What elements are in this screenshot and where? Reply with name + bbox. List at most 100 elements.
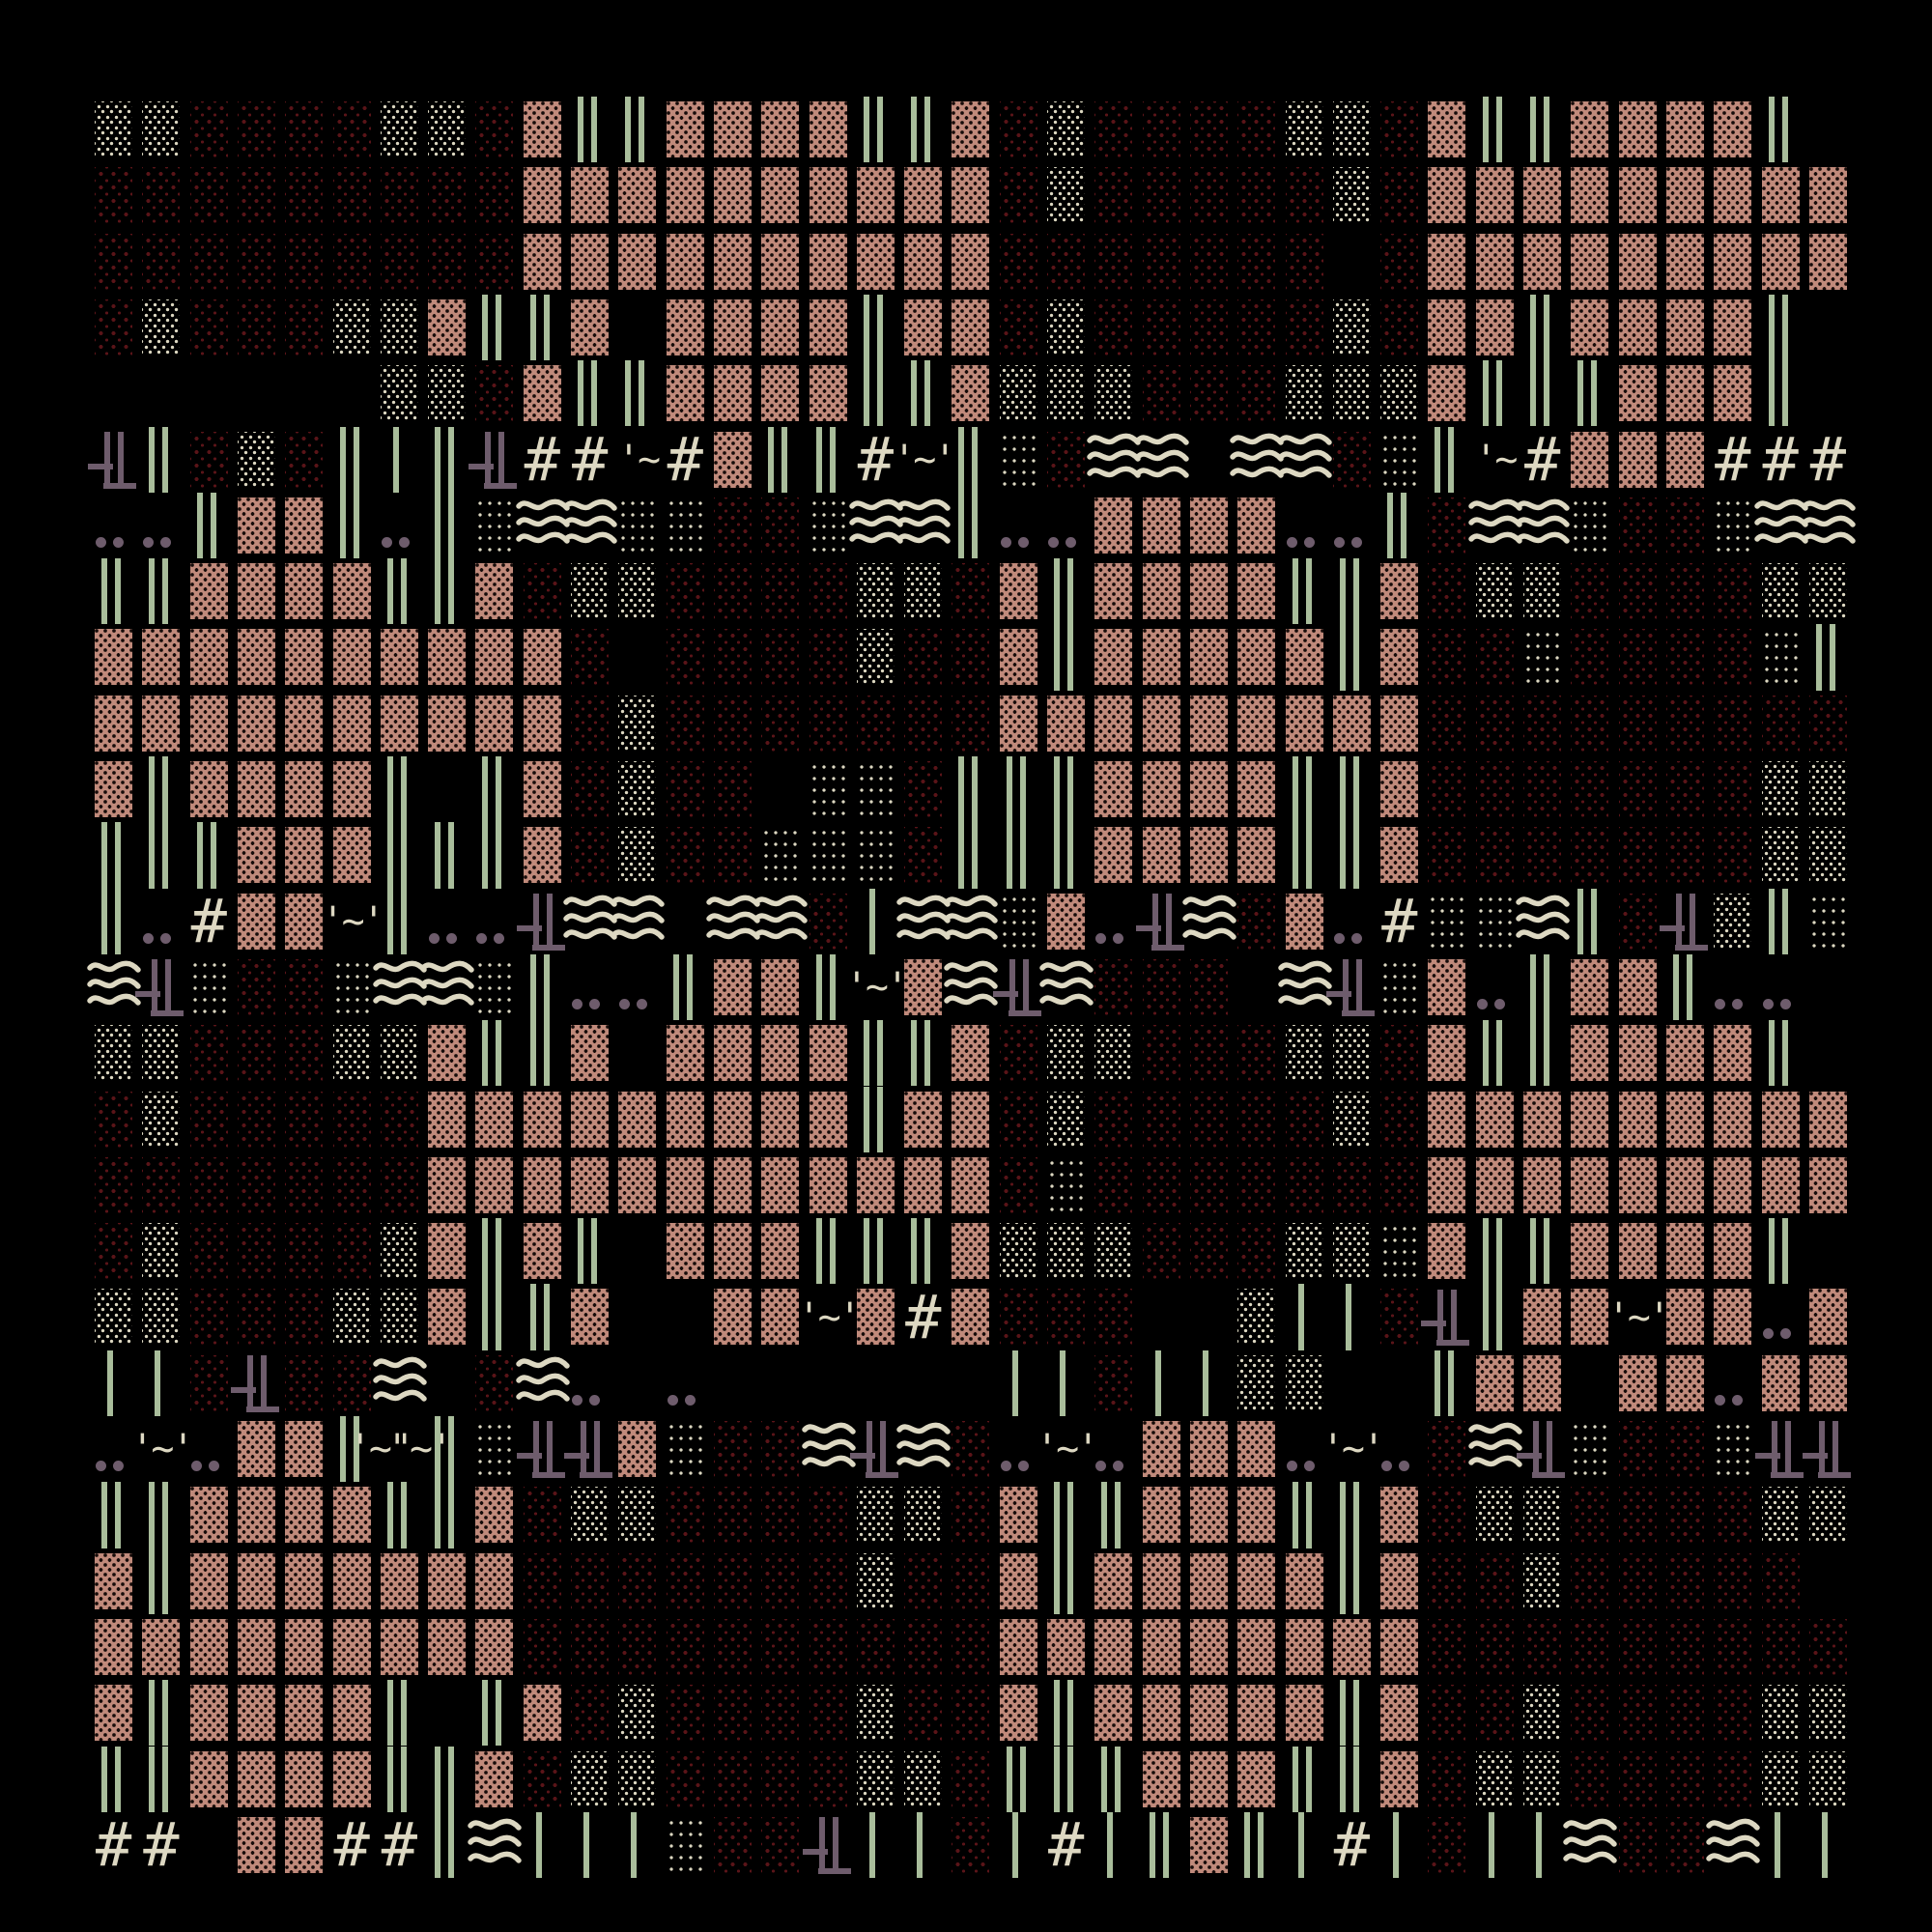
- cell-dense-shade-block-icon: [899, 229, 947, 295]
- cell-dense-shade-block-icon: [709, 954, 756, 1020]
- cell-dense-shade-block-icon: [1423, 1218, 1470, 1284]
- double-vertical-bar-icon: [386, 1746, 393, 1812]
- cell-dense-shade-block-icon: [233, 493, 280, 558]
- cell-medium-shade-block-icon: [1281, 97, 1328, 162]
- cell-medium-shade-block-icon: [1757, 1482, 1804, 1548]
- dense-shade-block-icon: [237, 1750, 275, 1807]
- dense-shade-block-icon: [1618, 1223, 1657, 1280]
- cell-light-shade-block-icon: [1281, 295, 1328, 360]
- cell-light-shade-block-icon: [376, 229, 423, 295]
- dense-shade-block-icon: [189, 629, 228, 686]
- dense-shade-block-icon: [1808, 233, 1847, 290]
- dense-shade-block-icon: [1714, 1156, 1752, 1213]
- dense-shade-block-icon: [189, 1685, 228, 1742]
- single-vertical-bar-icon: [1107, 1811, 1114, 1879]
- cell-dense-shade-block-icon: [1233, 822, 1280, 888]
- cell-two-dots-icon: [566, 1350, 613, 1416]
- medium-shade-block-icon: [856, 1685, 895, 1742]
- cell-dense-shade-block-icon: [1185, 1680, 1233, 1746]
- cell-dense-shade-block-icon: [709, 295, 756, 360]
- cell-dense-shade-block-icon: [470, 624, 518, 690]
- dense-shade-block-icon: [1189, 827, 1228, 884]
- double-cross-icon: [1818, 1421, 1825, 1477]
- dense-shade-block-icon: [428, 1091, 467, 1148]
- cell-light-shade-block-icon: [1614, 1680, 1662, 1746]
- double-cross-icon: [802, 1848, 828, 1855]
- cell-dense-shade-block-icon: [805, 1087, 852, 1152]
- double-cross-icon: [1675, 894, 1682, 950]
- cell-medium-shade-block-icon: [1804, 1680, 1852, 1746]
- light-shade-block-icon: [1332, 1156, 1371, 1213]
- cell-single-vertical-bar-icon: [566, 1811, 613, 1879]
- cell-dense-shade-block-icon: [1376, 1747, 1423, 1812]
- light-shade-block-icon: [95, 1223, 132, 1280]
- cell-double-vertical-bar-icon: [1281, 1482, 1328, 1548]
- dense-shade-block-icon: [523, 827, 561, 884]
- double-vertical-bar-icon: [482, 1020, 489, 1087]
- light-shade-block-icon: [1380, 958, 1419, 1015]
- cell-medium-shade-block-icon: [1233, 1350, 1280, 1416]
- medium-shade-block-icon: [1285, 1354, 1323, 1411]
- cell-dense-shade-block-icon: [90, 1680, 137, 1746]
- triple-wave-icon: [1134, 433, 1189, 478]
- cell-dense-shade-block-icon: [233, 1482, 280, 1548]
- cell-dense-shade-block-icon: [1471, 295, 1519, 360]
- cell-dense-shade-block-icon: [1566, 229, 1613, 295]
- light-shade-block-icon: [999, 101, 1037, 157]
- cell-double-vertical-bar-icon: [423, 822, 470, 889]
- double-vertical-bar-icon: [149, 1548, 156, 1614]
- cell-light-shade-block-icon: [709, 822, 756, 888]
- dense-shade-block-icon: [618, 1091, 657, 1148]
- cell-double-cross-icon: [1802, 1416, 1852, 1482]
- cell-medium-shade-block-icon: [1757, 558, 1804, 624]
- light-shade-block-icon: [1475, 1552, 1514, 1609]
- triple-wave-icon: [1182, 895, 1236, 940]
- light-shade-block-icon: [1142, 298, 1180, 355]
- cell-double-vertical-bar-icon: [1757, 97, 1804, 163]
- cell-dense-shade-block-icon: [1185, 691, 1233, 756]
- cell-tilde-face-icon: '~': [893, 427, 956, 493]
- cell-double-vertical-bar-icon: [899, 97, 947, 163]
- double-cross-icon: [165, 959, 172, 1015]
- dense-shade-block-icon: [1618, 101, 1657, 157]
- dense-shade-block-icon: [1523, 1156, 1561, 1213]
- cell-double-vertical-bar-icon: [1328, 1746, 1376, 1812]
- light-shade-block-icon: [1665, 1618, 1704, 1675]
- double-vertical-bar-icon: [400, 822, 407, 889]
- cell-light-shade-block-icon: [1662, 558, 1709, 624]
- double-vertical-bar-icon: [1101, 1482, 1108, 1548]
- light-shade-block-icon: [856, 1618, 895, 1675]
- cell-light-shade-block-icon: [995, 1020, 1042, 1086]
- two-dots-icon: [1048, 536, 1059, 548]
- cell-light-shade-block-icon: [1138, 97, 1185, 162]
- double-vertical-bar-icon: [911, 360, 918, 427]
- cell-two-dots-icon: [137, 493, 185, 558]
- cell-dense-shade-block-icon: [470, 1152, 518, 1218]
- cell-two-dots-icon: [376, 493, 423, 558]
- cell-dense-shade-block-icon: [1185, 1812, 1233, 1878]
- light-shade-block-icon: [1618, 695, 1657, 752]
- double-vertical-bar-icon: [1339, 1548, 1346, 1614]
- cell-light-shade-block-icon: [1042, 1152, 1090, 1218]
- cell-hash-icon: #: [1519, 424, 1566, 495]
- double-cross-icon: [546, 894, 553, 950]
- cell-light-shade-block-icon: [756, 1747, 804, 1812]
- dense-shade-block-icon: [761, 1156, 800, 1213]
- single-vertical-bar-icon: [868, 1811, 875, 1879]
- cell-light-shade-block-icon: [1423, 624, 1470, 690]
- cell-dense-shade-block-icon: [1804, 162, 1852, 228]
- cell-light-shade-block-icon: [280, 1087, 327, 1152]
- light-shade-block-icon: [237, 101, 275, 157]
- double-vertical-bar-icon: [639, 360, 645, 427]
- double-cross-icon: [832, 1817, 838, 1873]
- cell-double-vertical-bar-icon: [899, 360, 947, 427]
- cell-light-shade-block-icon: [185, 1152, 233, 1218]
- cell-double-vertical-bar-icon: [1519, 953, 1566, 1021]
- cell-dense-shade-block-icon: [662, 1152, 709, 1218]
- cell-light-shade-block-icon: [1471, 1614, 1519, 1680]
- light-shade-block-icon: [1571, 1618, 1609, 1675]
- double-vertical-bar-icon: [1781, 1218, 1788, 1285]
- dense-shade-block-icon: [523, 629, 561, 686]
- dense-shade-block-icon: [809, 167, 847, 224]
- cell-double-vertical-bar-icon: [470, 1680, 518, 1747]
